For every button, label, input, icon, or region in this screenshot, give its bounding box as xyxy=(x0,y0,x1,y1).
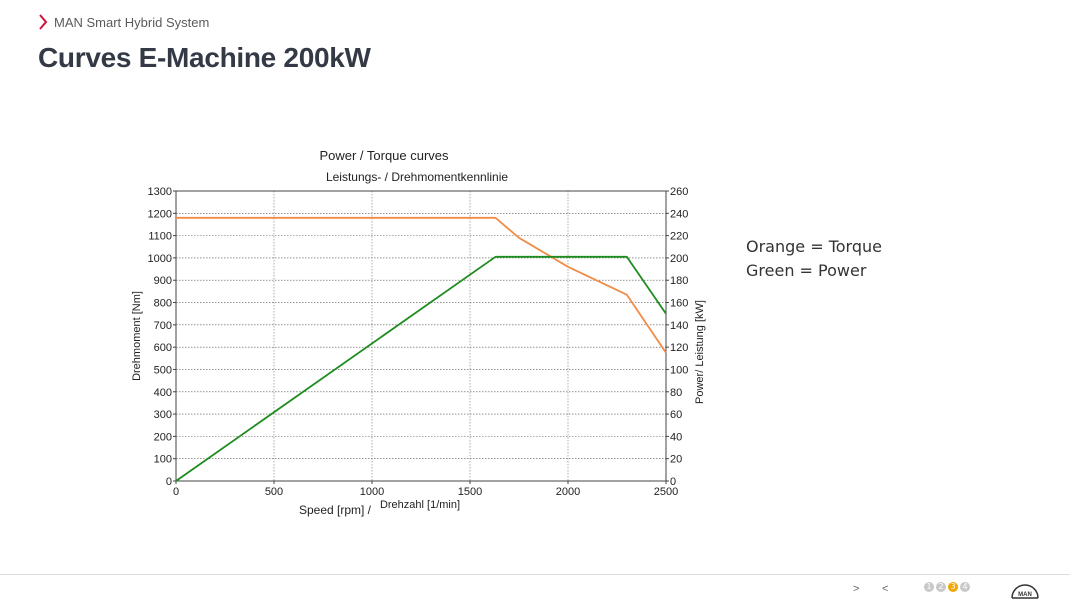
y-right-tick-label: 60 xyxy=(670,409,682,421)
y-left-axis-label: Drehmoment [Nm] xyxy=(131,291,143,381)
y-left-tick-label: 400 xyxy=(154,387,172,399)
x-tick-label: 1000 xyxy=(360,486,384,498)
x-tick-label: 2500 xyxy=(654,486,678,498)
y-right-tick-label: 240 xyxy=(670,208,688,220)
y-left-tick-label: 1100 xyxy=(148,231,172,243)
footer-divider xyxy=(0,574,1070,575)
y-right-tick-label: 140 xyxy=(670,320,688,332)
y-left-tick-label: 700 xyxy=(154,320,172,332)
pager-dot-2[interactable]: 2 xyxy=(936,582,946,592)
y-left-tick-label: 0 xyxy=(166,476,172,488)
slide-pager: 1 2 3 4 xyxy=(924,582,970,592)
x-tick-label: 500 xyxy=(265,486,283,498)
series-line-power xyxy=(175,255,667,482)
y-left-tick-label: 1000 xyxy=(148,253,172,265)
y-right-tick-label: 180 xyxy=(670,275,688,287)
y-left-tick-label: 100 xyxy=(154,454,172,466)
y-left-tick-label: 800 xyxy=(154,298,172,310)
y-left-tick-label: 200 xyxy=(154,431,172,443)
y-right-tick-label: 200 xyxy=(670,253,688,265)
prev-slide-button[interactable]: < xyxy=(882,583,889,595)
series-line-torque xyxy=(176,216,667,354)
y-left-tick-label: 300 xyxy=(154,409,172,421)
y-right-tick-label: 0 xyxy=(670,476,676,488)
y-right-tick-label: 120 xyxy=(670,342,688,354)
y-right-tick-label: 80 xyxy=(670,387,682,399)
y-left-tick-label: 1300 xyxy=(148,186,172,198)
y-left-tick-label: 500 xyxy=(154,364,172,376)
breadcrumb: MAN Smart Hybrid System xyxy=(38,14,209,30)
y-right-axis-label: Power/ Leistung [kW] xyxy=(694,300,706,404)
x-axis-label: Speed [rpm] / xyxy=(299,503,372,517)
y-left-tick-label: 1200 xyxy=(148,208,172,220)
legend-note: Orange = Torque Green = Power xyxy=(746,235,882,283)
y-right-tick-label: 220 xyxy=(670,231,688,243)
legend-note-power: Green = Power xyxy=(746,261,867,280)
breadcrumb-label: MAN Smart Hybrid System xyxy=(54,14,210,30)
y-left-tick-label: 900 xyxy=(154,275,172,287)
man-logo: MAN xyxy=(1011,584,1039,599)
pager-dot-1[interactable]: 1 xyxy=(924,582,934,592)
x-tick-label: 2000 xyxy=(556,486,580,498)
chevron-right-icon xyxy=(39,14,48,30)
legend-note-torque: Orange = Torque xyxy=(746,237,882,256)
y-right-tick-label: 20 xyxy=(670,454,682,466)
y-left-tick-label: 600 xyxy=(154,342,172,354)
y-right-tick-label: 260 xyxy=(670,186,688,198)
x-tick-label: 0 xyxy=(173,486,179,498)
pager-dot-4[interactable]: 4 xyxy=(960,582,970,592)
plot-frame xyxy=(175,190,667,482)
chart-subtitle: Leistungs- / Drehmomentkennlinie xyxy=(326,170,508,184)
y-right-tick-label: 40 xyxy=(670,431,682,443)
chart-title: Power / Torque curves xyxy=(319,148,449,163)
y-right-tick-label: 100 xyxy=(670,364,688,376)
y-right-tick-label: 160 xyxy=(670,298,688,310)
svg-text:MAN: MAN xyxy=(1018,592,1032,598)
next-slide-button[interactable]: > xyxy=(853,583,860,595)
x-tick-label: 1500 xyxy=(458,486,482,498)
page-title: Curves E-Machine 200kW xyxy=(38,42,371,73)
x-axis-label-secondary: Drehzahl [1/min] xyxy=(380,499,460,511)
pager-dot-3[interactable]: 3 xyxy=(948,582,958,592)
